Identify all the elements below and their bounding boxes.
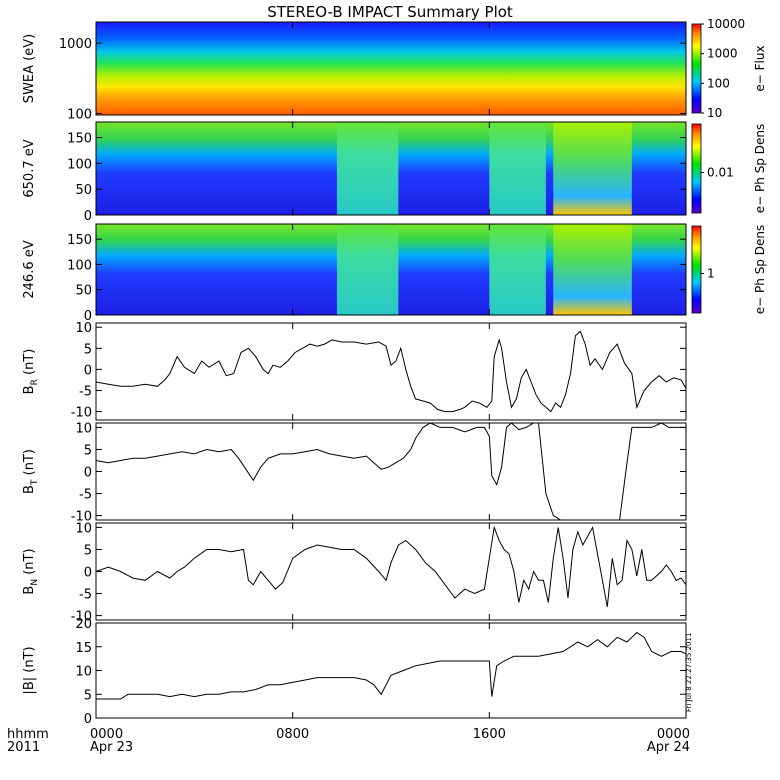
y-tick-label: 0 xyxy=(84,566,92,581)
panel-frame xyxy=(95,322,687,421)
colorbar xyxy=(691,123,702,214)
y-tick-label: 100 xyxy=(67,107,92,122)
colorbar-tick-label: 1000 xyxy=(707,47,738,61)
colorbar-tick-label: 100 xyxy=(707,76,730,90)
y-tick-label: 5 xyxy=(84,688,92,703)
x-tick-time-label: 0000 xyxy=(90,727,123,742)
x-tick-time-label: 1600 xyxy=(473,727,506,742)
y-tick-label: 10 xyxy=(75,421,92,436)
y-tick-label: 50 xyxy=(75,284,92,299)
y-axis-label: BR (nT) xyxy=(22,349,40,395)
y-axis-label: 246.6 eV xyxy=(22,240,37,298)
heatmap-swea xyxy=(96,22,686,115)
x-tick-time-label: 0800 xyxy=(276,727,309,742)
colorbar-label: e− Flux xyxy=(753,45,767,91)
y-tick-label: 0 xyxy=(84,309,92,324)
y-tick-label: 0 xyxy=(84,712,92,727)
heatmap-region xyxy=(631,224,686,315)
heatmap-region xyxy=(410,224,490,315)
y-tick-label: 150 xyxy=(67,233,92,248)
panel-frame xyxy=(95,21,687,116)
panel-frame xyxy=(95,121,687,216)
panel-background xyxy=(96,423,686,520)
colorbar xyxy=(691,225,702,314)
heatmap-region xyxy=(553,224,632,315)
y-tick-label: 0 xyxy=(84,209,92,224)
heatmap-region xyxy=(489,122,546,215)
y-tick-label: 5 xyxy=(84,342,92,357)
colorbar-tick-label: 0.01 xyxy=(707,166,734,180)
y-tick-label: -10 xyxy=(71,406,92,421)
y-tick-label: 10 xyxy=(75,665,92,680)
y-tick-label: 20 xyxy=(75,617,92,632)
y-tick-label: -5 xyxy=(79,488,92,503)
y-tick-label: 0 xyxy=(84,363,92,378)
y-tick-label: 0 xyxy=(84,466,92,481)
y-axis-label: |B| (nT) xyxy=(22,646,37,694)
y-axis-label: BN (nT) xyxy=(22,548,40,594)
panel-BN: 10 5 0 -5 -10 BN (nT) xyxy=(22,521,687,625)
heatmap-region xyxy=(96,224,337,315)
heatmap-region xyxy=(410,122,490,215)
y-axis-label: BT (nT) xyxy=(22,449,40,494)
time-axis-label: hhmm xyxy=(7,727,49,742)
heatmap-region xyxy=(336,224,399,315)
heatmap-region xyxy=(631,122,686,215)
panel-pad650: 0.01 e− Ph Sp Dens 0 50 100 150 650.7 eV xyxy=(22,121,767,224)
y-tick-label: 5 xyxy=(84,543,92,558)
panel-background xyxy=(96,623,686,718)
y-tick-label: 150 xyxy=(67,132,92,147)
year-label: 2011 xyxy=(7,740,40,755)
colorbar-tick-label: 10 xyxy=(707,106,722,120)
generation-stamp: Fri Jul 8 22:27:35 2011 xyxy=(685,633,693,712)
y-tick-label: -5 xyxy=(79,588,92,603)
y-tick-label: -10 xyxy=(71,610,92,625)
y-tick-label: 100 xyxy=(67,258,92,273)
y-axis-label: 650.7 eV xyxy=(22,139,37,197)
heatmap-region xyxy=(489,224,546,315)
y-tick-label: 50 xyxy=(75,183,92,198)
colorbar xyxy=(691,23,702,114)
y-tick-label: 100 xyxy=(67,157,92,172)
panel-BR: 10 5 0 -5 -10 BR (nT) xyxy=(22,321,687,421)
y-axis-label: SWEA (eV) xyxy=(22,34,37,103)
x-tick-date-label: Apr 23 xyxy=(90,740,133,755)
x-tick-date-label: Apr 24 xyxy=(647,740,690,755)
y-tick-label: -10 xyxy=(71,510,92,525)
heatmap-region xyxy=(336,122,399,215)
x-tick-time-label: 0000 xyxy=(657,727,690,742)
y-tick-label: 10 xyxy=(75,321,92,336)
colorbar-label: e− Ph Sp Dens xyxy=(753,124,767,213)
colorbar-tick-label: 10000 xyxy=(707,17,745,31)
y-tick-label: 5 xyxy=(84,443,92,458)
series-line-BR xyxy=(95,330,687,413)
panel-background xyxy=(96,323,686,420)
colorbar-label: e− Ph Sp Dens xyxy=(753,225,767,314)
colorbar-tick-label: 1 xyxy=(707,267,715,281)
panel-BT: 10 5 0 -5 -10 BT (nT) xyxy=(22,421,687,525)
y-tick-label: 15 xyxy=(75,641,92,656)
series-line-Bmag xyxy=(96,631,687,700)
heatmap-region xyxy=(96,122,337,215)
panel-pad246: 1 e− Ph Sp Dens 0 50 100 150 246.6 eV xyxy=(22,223,767,324)
y-tick-label: -5 xyxy=(79,384,92,399)
plot-title: STEREO-B IMPACT Summary Plot xyxy=(267,3,513,21)
panel-Bmag: 20 15 10 5 0 |B| (nT) xyxy=(22,617,687,727)
panel-swea: 10000 1000 100 10 e− Flux 1000 100 SWEA (eV) xyxy=(22,17,767,122)
panel-frame xyxy=(95,223,687,316)
series-line-BN xyxy=(95,525,687,607)
panel-background xyxy=(96,523,686,620)
heatmap-region xyxy=(553,122,632,215)
y-tick-label: 10 xyxy=(75,521,92,536)
y-tick-label: 1000 xyxy=(59,37,92,52)
